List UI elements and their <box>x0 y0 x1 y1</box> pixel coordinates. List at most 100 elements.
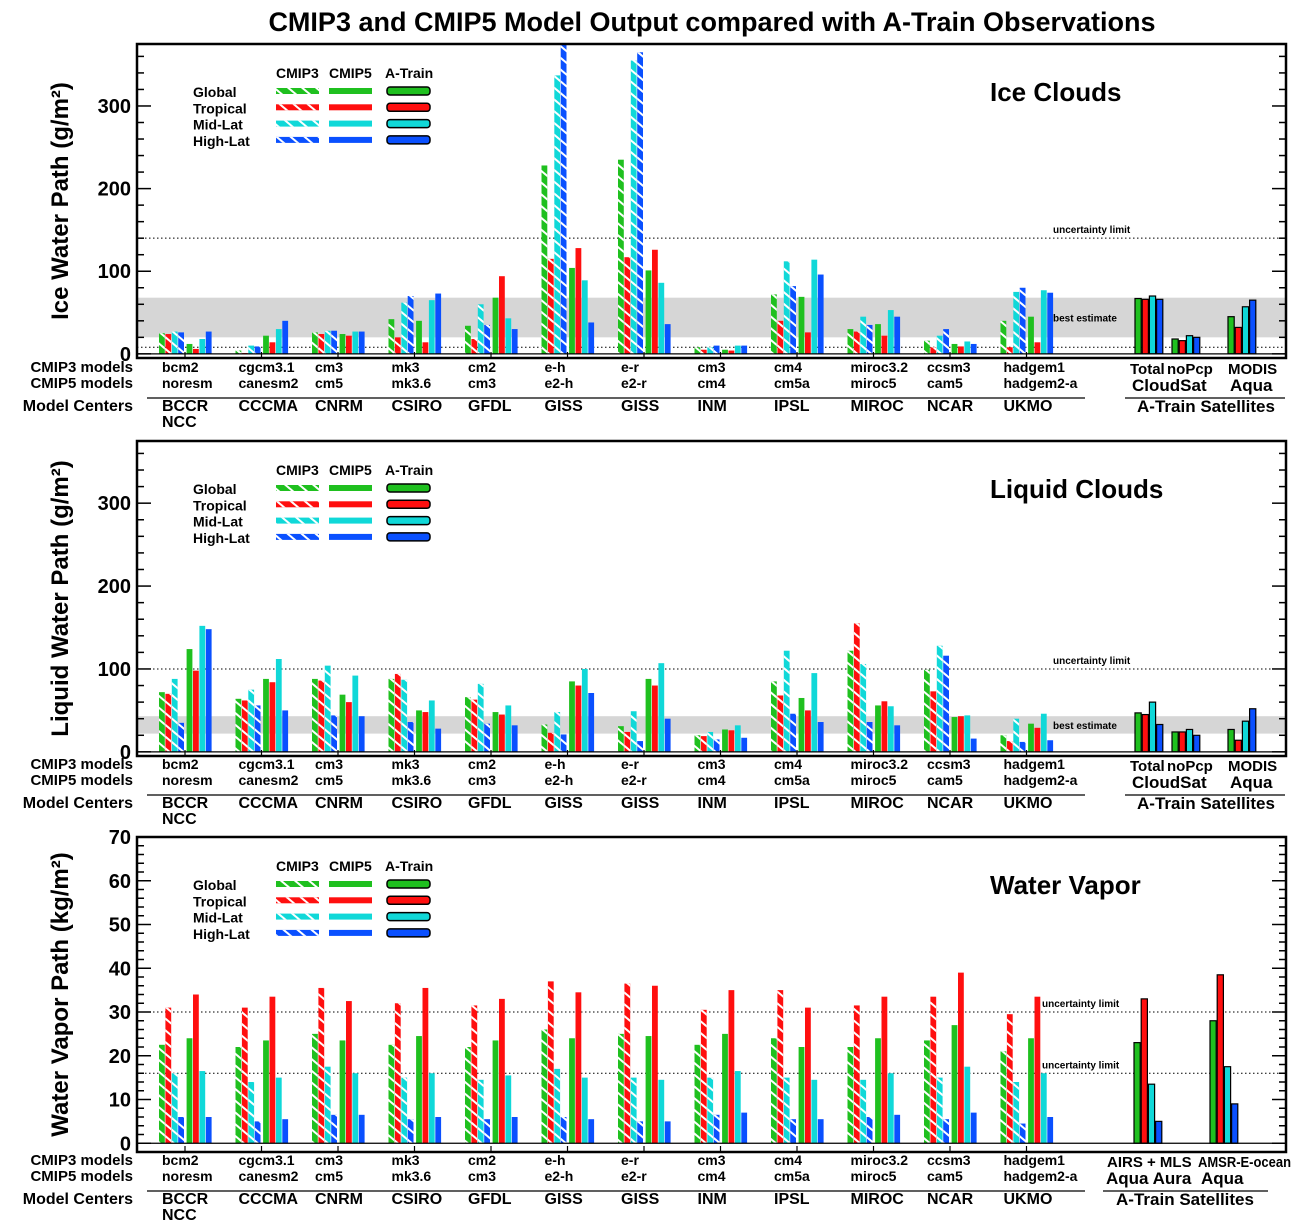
bar-cmip5-global <box>263 678 269 752</box>
bar-cmip5-midlat <box>581 280 588 354</box>
bar-atrain-highlat <box>1155 298 1164 355</box>
bar-cmip5-midlat <box>811 1079 818 1144</box>
model-label-cmip5: e2-h <box>545 375 574 391</box>
bar-cmip5-global <box>416 710 422 752</box>
bar-cmip3-hatch <box>624 731 631 752</box>
bar-cmip3-hatch <box>165 334 172 354</box>
bar-cmip3-hatch <box>484 723 490 752</box>
model-label-cmip5: canesm2 <box>239 375 299 391</box>
legend-swatch-cmip5 <box>329 501 372 508</box>
bar-cmip3-hatch <box>312 678 318 752</box>
legend-swatch-atrain <box>386 928 431 938</box>
row-label-centers: Model Centers <box>23 1191 133 1208</box>
bar-cmip3-hatch <box>178 1117 184 1144</box>
bar-cmip5-highlat <box>435 293 442 354</box>
bar-cmip3-hatch <box>394 673 401 752</box>
bar-cmip5-tropical <box>193 670 199 752</box>
model-center-label: GISS <box>545 1191 584 1208</box>
bar-cmip5-midlat <box>199 1071 206 1144</box>
model-label-cmip5: cm5 <box>315 772 343 788</box>
bar-cmip5-global <box>339 1040 346 1144</box>
atrain-sub-label: AIRS + MLS <box>1107 1154 1192 1171</box>
bar-cmip5-midlat <box>275 329 282 354</box>
bar-cmip5-highlat <box>435 728 442 752</box>
legend-entry: Tropical <box>193 100 247 116</box>
bar-cmip5-highlat <box>588 322 595 354</box>
bar-cmip5-global <box>722 1033 728 1144</box>
bar-cmip5-global <box>416 1036 422 1144</box>
bar-cmip5-highlat <box>1047 740 1054 752</box>
bar-cmip3-hatch <box>1019 287 1026 354</box>
bar-cmip3-hatch <box>943 1119 949 1144</box>
model-label-cmip3: cgcm3.1 <box>239 359 295 375</box>
model-label-cmip3: cm4 <box>774 756 802 772</box>
legend-swatch-cmip5 <box>329 88 372 94</box>
bar-cmip5-highlat <box>205 629 212 752</box>
bar-cmip5-tropical <box>269 996 276 1144</box>
legend-swatch-hatch <box>276 120 319 127</box>
bar-cmip3-hatch <box>936 335 943 354</box>
y-tick-label: 70 <box>109 827 131 849</box>
row-label-cmip3: CMIP3 models <box>30 359 133 376</box>
bar-cmip5-highlat <box>817 274 824 354</box>
legend: CMIP3 CMIP5 A-Train GlobalTropicalMid-LatHi… <box>193 65 433 149</box>
bar-cmip3-hatch <box>713 345 720 354</box>
bar-cmip5-global <box>569 681 575 752</box>
bar-cmip5-tropical <box>346 702 352 752</box>
bar-cmip5-tropical <box>728 730 735 752</box>
bar-cmip3-hatch <box>618 159 624 354</box>
bar-cmip3-hatch <box>484 324 490 354</box>
bar-cmip5-tropical <box>269 682 276 752</box>
model-label-cmip3: bcm2 <box>162 756 199 772</box>
bar-cmip5-highlat <box>205 331 212 354</box>
bar-cmip3-hatch <box>235 350 242 354</box>
bar-atrain-global <box>1134 712 1142 753</box>
bar-cmip3-hatch <box>1019 741 1026 752</box>
bar-cmip5-global <box>263 1040 269 1144</box>
y-tick-label: 100 <box>98 659 131 681</box>
bar-cmip5-midlat <box>658 282 665 354</box>
model-label-cmip5: cm4 <box>698 375 726 391</box>
figure-title: CMIP3 and CMIP5 Model Output compared wi… <box>268 7 1155 37</box>
atrain-sub-label: MODIS <box>1228 758 1277 775</box>
y-tick-label: 40 <box>109 958 131 980</box>
bar-cmip3-hatch <box>324 330 331 354</box>
bar-cmip3-hatch <box>248 1082 255 1144</box>
bar-cmip3-hatch <box>159 692 165 752</box>
bar-cmip3-hatch <box>713 1114 720 1144</box>
legend-swatch-hatch <box>276 881 319 887</box>
legend-entry: Tropical <box>193 497 247 513</box>
bar-cmip5-tropical <box>728 990 735 1144</box>
model-center-label: UKMO <box>1004 1191 1053 1208</box>
bar-cmip3-hatch <box>254 346 261 354</box>
bar-cmip3-hatch <box>637 1121 643 1144</box>
legend-entry: Global <box>193 481 237 497</box>
bar-cmip3-hatch <box>324 1066 331 1144</box>
satellite-title: A-Train Satellites <box>1137 794 1275 813</box>
bar-cmip5-tropical <box>805 1007 811 1144</box>
bar-cmip3-hatch <box>388 678 395 752</box>
legend-swatch-cmip5 <box>329 913 372 920</box>
model-label-cmip3: ccsm3 <box>927 756 971 772</box>
bar-cmip3-hatch <box>465 1047 471 1144</box>
model-label-cmip5: cm5a <box>774 1168 810 1184</box>
bar-cmip5-global <box>951 1025 958 1144</box>
legend-swatch-atrain <box>386 879 431 889</box>
y-tick-label: 60 <box>109 871 131 893</box>
legend-swatch-cmip5 <box>329 929 372 936</box>
model-label-cmip3: mk3 <box>392 359 420 375</box>
bar-cmip3-hatch <box>771 681 777 752</box>
bar-cmip3-hatch <box>694 735 701 752</box>
bar-cmip5-midlat <box>505 1075 512 1144</box>
bar-atrain-tropical <box>1234 326 1242 355</box>
bar-cmip3-hatch <box>694 1044 701 1144</box>
bar-cmip5-midlat <box>658 1079 665 1144</box>
bar-cmip5-midlat <box>428 1073 435 1144</box>
bar-atrain-highlat <box>1248 708 1257 753</box>
bar-atrain-global <box>1209 1020 1217 1144</box>
bar-cmip3-hatch <box>860 663 867 752</box>
model-label-cmip3: e-r <box>621 1152 639 1168</box>
model-label-cmip5: cam5 <box>927 375 963 391</box>
bar-cmip5-global <box>186 649 193 752</box>
